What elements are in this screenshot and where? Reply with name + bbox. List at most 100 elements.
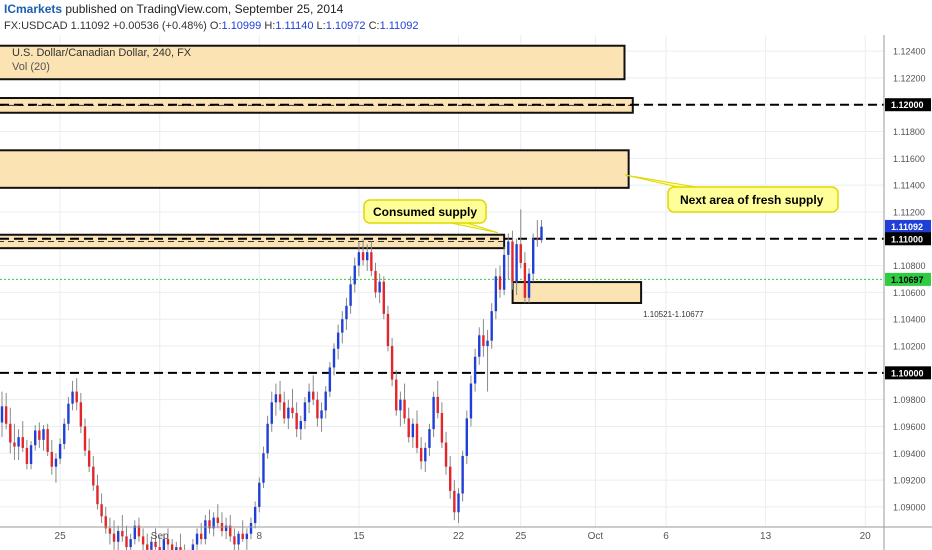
time-tick-label: 25 [55, 531, 67, 542]
candle-body [449, 466, 452, 491]
candle-body [150, 541, 153, 550]
price-tick-label: 1.10800 [893, 261, 926, 271]
candle-body [233, 536, 236, 545]
candle-body [104, 516, 107, 529]
candle-body [162, 539, 166, 550]
candle-body [258, 482, 261, 507]
price-tick-label: 1.10600 [893, 288, 926, 298]
candle-body [473, 356, 477, 384]
candle-body [158, 547, 161, 550]
price-tag-label: 1.11000 [891, 234, 923, 244]
candle-body [494, 276, 498, 312]
candle-body [336, 332, 340, 349]
price-tag-label: 1.11092 [891, 222, 923, 232]
candle-body [453, 490, 456, 513]
price-tick-label: 1.11800 [893, 127, 925, 137]
last-price: 1.11092 [70, 20, 110, 32]
candle-body [100, 504, 103, 517]
publish-info: published on TradingView.com, September … [65, 2, 344, 16]
candle-body [353, 265, 356, 285]
candle-body [366, 252, 369, 261]
candle-body [141, 536, 145, 545]
candle-body [407, 418, 410, 438]
candle-body [457, 493, 460, 513]
candle-body [386, 313, 390, 347]
candle-body [299, 421, 302, 430]
price-tag [885, 232, 931, 246]
candle-body [374, 270, 377, 293]
candle-body [204, 520, 207, 540]
candle-body [125, 536, 128, 548]
candle-body [237, 533, 240, 545]
time-tick-label: 15 [353, 531, 365, 542]
candle-body [108, 528, 112, 534]
annotations-layer: U.S. Dollar/Canadian Dollar, 240, FX Vol… [12, 47, 839, 319]
candle-body [191, 544, 195, 550]
candle-body [245, 533, 249, 540]
chart-subtitle: Vol (20) [12, 61, 50, 73]
candle-body [341, 319, 344, 333]
price-tick-label: 1.09600 [893, 422, 926, 432]
ohlc-bar: FX:USDCAD 1.11092 +0.00536 (+0.48%) O:1.… [0, 18, 932, 35]
time-tick-label: Sep [151, 531, 169, 542]
candle-body [129, 539, 132, 548]
candle-body [390, 346, 394, 380]
price-tag-label: 1.10697 [891, 275, 924, 285]
candle-body [25, 447, 29, 464]
candle-body [303, 402, 307, 422]
demand-range-label: 1.10521-1.10677 [643, 310, 704, 319]
price-tick-label: 1.12200 [893, 73, 926, 83]
price-tick-label: 1.11400 [893, 181, 925, 191]
price-tag [885, 272, 931, 286]
candle-body [382, 281, 385, 314]
candle-body [490, 311, 493, 341]
candle-body [295, 413, 298, 430]
candle-body [75, 391, 78, 403]
price-axis[interactable]: 1.12400 1.12200 1.12000 1.11800 1.11600 1.114… [883, 35, 931, 550]
candle-body [46, 429, 49, 452]
candle-body [440, 413, 444, 443]
candle-body [121, 531, 124, 537]
price-tick-label: 1.09200 [893, 476, 926, 486]
candle-body [71, 391, 74, 404]
candle-body [270, 402, 273, 424]
candle-body [200, 533, 203, 540]
candle-body [262, 453, 265, 483]
price-tick-label: 1.09000 [893, 502, 926, 512]
price-tick-label: 1.10400 [893, 315, 926, 325]
candle-body [42, 429, 45, 440]
candle-body [507, 241, 510, 255]
candle-body [63, 423, 66, 444]
time-axis[interactable]: 25 Sep 8 15 22 25 Oct 6 13 20 [0, 526, 932, 542]
candle-body [79, 402, 83, 427]
candle-body [444, 442, 448, 467]
candle-body [249, 522, 253, 534]
candle-body [154, 541, 157, 548]
candle-body [478, 335, 481, 357]
candle-body [137, 525, 141, 537]
candle-body [283, 402, 286, 419]
candle-body [179, 547, 182, 550]
publish-header: ICmarkets published on TradingView.com, … [0, 0, 932, 18]
candle-body [469, 383, 473, 419]
candle-body [54, 458, 58, 467]
candle-body [436, 396, 439, 414]
candle-body [34, 430, 37, 446]
candle-body [498, 276, 502, 290]
low-label: L: [316, 20, 326, 32]
brand-name[interactable]: ICmarkets [4, 2, 63, 16]
candle-body [83, 426, 87, 451]
candle-body [208, 520, 211, 529]
price-change: +0.00536 (+0.48%) [112, 20, 207, 32]
callout-box [667, 186, 839, 213]
candle-body [316, 399, 319, 419]
price-tick-label: 1.12400 [893, 47, 926, 57]
candle-body [536, 238, 539, 241]
candle-body [424, 447, 427, 462]
time-tick-label: Oct [588, 531, 604, 542]
candle-body [465, 418, 468, 456]
price-tag-label: 1.10000 [891, 368, 924, 378]
candle-body [224, 525, 228, 532]
